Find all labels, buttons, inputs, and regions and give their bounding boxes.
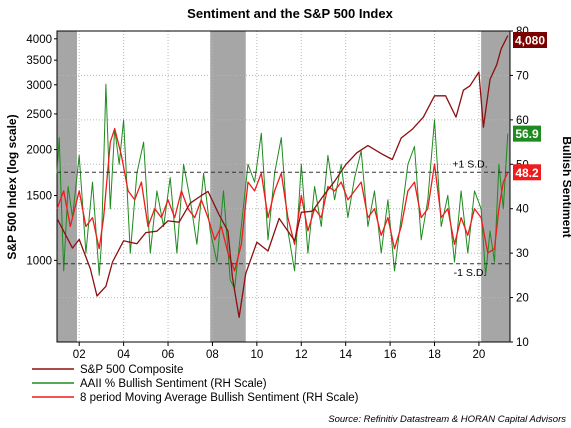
ref-label-0: +1 S.D. <box>452 158 487 170</box>
left-axis-ticks: 1000 1500 2000 2500 3000 3500 4000 <box>26 34 57 267</box>
x-tick-label-9: 20 <box>473 349 486 361</box>
right-tick-label-0: 10 <box>516 337 529 349</box>
x-tick-label-4: 10 <box>250 349 263 361</box>
recession-band-2 <box>481 31 510 342</box>
series-lines <box>56 35 509 319</box>
left-tick-label-1: 1500 <box>26 191 52 203</box>
right-tick-label-5: 60 <box>516 115 529 127</box>
recession-bands <box>57 31 510 342</box>
badge-label-0: 4,080 <box>515 34 545 48</box>
series-line-0 <box>56 35 509 319</box>
right-axis-title: Bullish Sentiment <box>560 136 571 237</box>
series-line-1 <box>56 83 509 290</box>
x-axis-ticks: 02 04 06 08 10 12 14 16 18 20 <box>73 342 486 361</box>
left-tick-label-0: 1000 <box>26 255 52 267</box>
badge-bg-0 <box>513 32 547 48</box>
legend: S&P 500 Composite AAII % Bullish Sentimen… <box>32 364 359 404</box>
x-tick-label-6: 14 <box>339 349 352 361</box>
x-tick-label-2: 06 <box>162 349 175 361</box>
legend-label-0: S&P 500 Composite <box>80 364 183 376</box>
right-tick-label-2: 30 <box>516 248 529 260</box>
right-tick-label-3: 40 <box>516 204 529 216</box>
x-tick-label-0: 02 <box>73 349 86 361</box>
right-axis-ticks: 1020304050607080 <box>510 26 529 349</box>
badge-label-1: 56.9 <box>515 127 539 141</box>
series-line-2 <box>56 128 509 272</box>
ref-label-1: -1 S.D. <box>454 267 487 279</box>
plot-frame <box>56 30 511 343</box>
x-tick-label-1: 04 <box>117 349 130 361</box>
left-tick-label-2: 2000 <box>26 145 52 157</box>
left-axis-title: S&P 500 Index (log scale) <box>5 114 19 259</box>
legend-label-2: 8 period Moving Average Bullish Sentimen… <box>80 392 359 404</box>
x-tick-label-8: 18 <box>428 349 441 361</box>
badge-bg-2 <box>513 164 541 181</box>
x-tick-label-7: 16 <box>384 349 397 361</box>
left-tick-label-4: 3000 <box>26 80 52 92</box>
x-tick-label-5: 12 <box>295 349 308 361</box>
right-tick-label-6: 70 <box>516 70 529 82</box>
x-tick-label-3: 08 <box>206 349 219 361</box>
recession-band-1 <box>210 31 246 342</box>
badge-bg-1 <box>513 125 541 142</box>
chart-title: Sentiment and the S&P 500 Index <box>187 6 393 21</box>
recession-band-0 <box>57 31 77 342</box>
left-tick-label-3: 2500 <box>26 109 52 121</box>
left-tick-label-5: 3500 <box>26 55 52 67</box>
left-tick-label-6: 4000 <box>26 34 52 46</box>
badge-label-2: 48.2 <box>515 166 539 180</box>
value-badges: 4,080 56.9 48.2 <box>513 32 547 181</box>
right-tick-label-1: 20 <box>516 293 529 305</box>
source-note: Source: Refinitiv Datastream & HORAN Cap… <box>328 414 566 425</box>
legend-label-1: AAII % Bullish Sentiment (RH Scale) <box>80 378 267 390</box>
reference-lines: +1 S.D. -1 S.D. <box>57 158 510 279</box>
